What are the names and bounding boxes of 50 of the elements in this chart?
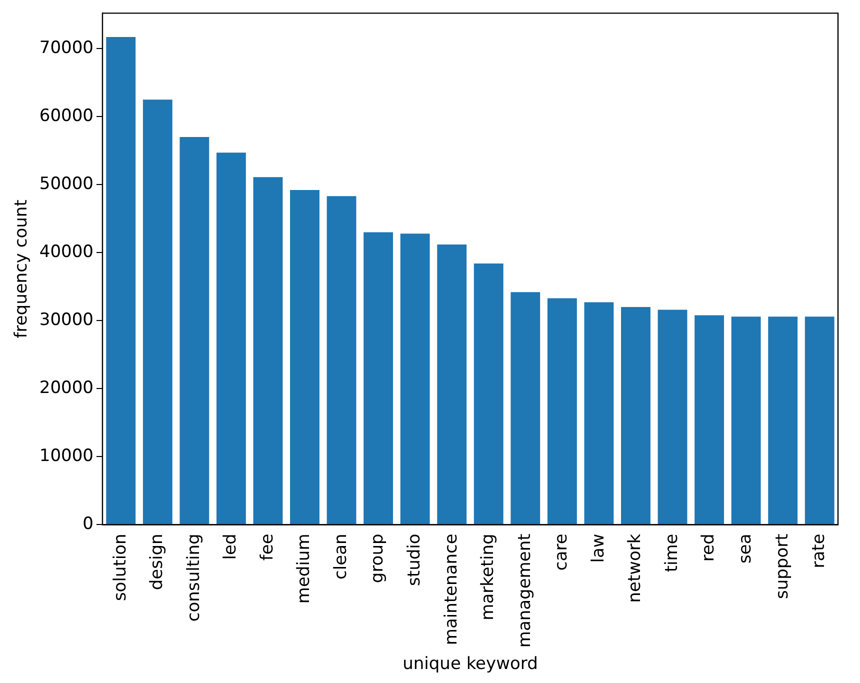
bar	[142, 100, 172, 524]
bar	[658, 310, 688, 524]
bar	[584, 302, 614, 524]
bar	[510, 292, 540, 524]
y-tick-label: 70000	[39, 38, 94, 58]
x-tick-label: studio	[404, 534, 424, 586]
y-tick-label: 60000	[39, 106, 94, 126]
bar	[731, 316, 761, 524]
bar	[768, 316, 798, 524]
bar	[364, 232, 394, 524]
x-tick-label: consulting	[184, 534, 204, 622]
x-tick-label: clean	[330, 534, 351, 580]
bar	[621, 307, 650, 524]
x-tick-label: support	[772, 533, 792, 600]
bar	[180, 137, 210, 524]
x-tick-label: red	[698, 534, 719, 562]
x-tick-label: medium	[294, 534, 314, 604]
x-tick-label: fee	[257, 534, 278, 561]
x-tick-label: design	[147, 534, 168, 590]
bar	[694, 315, 724, 524]
x-tick-label: management	[514, 533, 535, 648]
bar	[437, 244, 467, 524]
y-tick-label: 0	[82, 514, 94, 534]
bar	[216, 152, 246, 524]
x-tick-label: care	[552, 534, 572, 571]
x-tick-label: sea	[735, 534, 756, 564]
x-tick-label: maintenance	[441, 534, 462, 646]
bar	[253, 177, 283, 524]
x-tick-label: network	[625, 534, 646, 603]
bar	[804, 316, 834, 524]
x-axis-title: unique keyword	[402, 654, 538, 674]
bar	[326, 196, 356, 524]
y-tick-label: 50000	[39, 174, 94, 194]
x-tick-label: marketing	[478, 534, 498, 620]
x-tick-label: law	[588, 534, 608, 563]
y-tick-label: 20000	[39, 378, 94, 398]
y-tick-label: 30000	[39, 310, 94, 330]
bar	[290, 190, 320, 524]
x-tick-label: rate	[809, 534, 830, 568]
y-tick-label: 10000	[39, 446, 94, 466]
bar	[400, 234, 430, 524]
bar	[106, 37, 136, 524]
y-tick-label: 40000	[39, 242, 94, 262]
bar	[474, 264, 504, 524]
y-axis-title: frequency count	[12, 199, 32, 338]
x-tick-label: time	[662, 534, 682, 572]
x-tick-label: led	[220, 534, 241, 560]
x-tick-label: solution	[110, 534, 130, 602]
bar	[547, 298, 577, 524]
x-tick-label: group	[368, 534, 388, 584]
